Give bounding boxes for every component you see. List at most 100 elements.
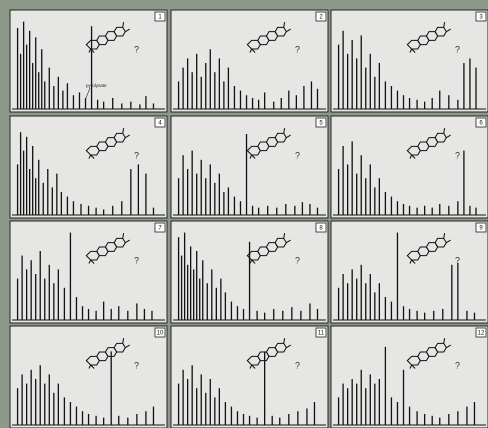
- peak: [49, 68, 50, 109]
- question-mark: ?: [455, 360, 460, 370]
- peak: [370, 374, 371, 425]
- peak: [416, 100, 417, 109]
- peak: [240, 201, 241, 215]
- peak: [457, 411, 458, 425]
- peak: [44, 279, 45, 320]
- peak: [187, 379, 188, 425]
- peak: [181, 256, 182, 320]
- peak: [365, 178, 366, 215]
- peak: [361, 370, 362, 425]
- peak: [73, 201, 74, 215]
- peak: [151, 311, 152, 320]
- peak: [237, 306, 238, 320]
- peak: [249, 416, 250, 425]
- peak: [391, 197, 392, 215]
- peak: [403, 370, 404, 425]
- peak: [47, 169, 48, 215]
- peak: [352, 379, 353, 425]
- peak: [61, 192, 62, 215]
- peak: [220, 279, 221, 320]
- peak: [356, 174, 357, 215]
- peak: [196, 54, 197, 109]
- peak: [21, 256, 22, 320]
- peak: [317, 89, 318, 109]
- peak: [361, 155, 362, 215]
- peak: [314, 402, 315, 425]
- peak: [145, 174, 146, 215]
- peak: [52, 187, 53, 215]
- peak: [80, 204, 81, 215]
- peak: [210, 379, 211, 425]
- peak: [64, 288, 65, 320]
- peak: [103, 302, 104, 320]
- peak: [207, 283, 208, 320]
- peak: [225, 402, 226, 425]
- peak: [302, 202, 303, 215]
- peak: [448, 95, 449, 109]
- peak: [439, 204, 440, 215]
- peak: [205, 63, 206, 109]
- peak: [273, 102, 274, 109]
- peak: [31, 370, 32, 425]
- peak: [469, 58, 470, 109]
- peak: [121, 103, 122, 109]
- peak: [138, 164, 139, 215]
- peak: [121, 201, 122, 215]
- peak: [385, 192, 386, 215]
- peak: [439, 418, 440, 425]
- peak: [136, 303, 137, 320]
- peak: [379, 178, 380, 215]
- peak: [356, 279, 357, 320]
- peak: [317, 208, 318, 215]
- peak: [258, 208, 259, 215]
- peak: [112, 206, 113, 215]
- peak: [187, 265, 188, 320]
- peak: [409, 206, 410, 215]
- peak: [139, 104, 140, 109]
- panel: ?2: [171, 10, 328, 112]
- peak: [311, 81, 312, 109]
- peak: [40, 365, 41, 425]
- peak: [379, 379, 380, 425]
- peak: [356, 384, 357, 425]
- peak: [370, 274, 371, 320]
- peak: [300, 311, 301, 320]
- peak: [26, 45, 27, 109]
- peak: [49, 265, 50, 320]
- peak: [385, 347, 386, 425]
- peak: [282, 311, 283, 320]
- peak: [17, 28, 18, 109]
- peak: [219, 388, 220, 425]
- peak: [223, 192, 224, 215]
- peak: [391, 397, 392, 425]
- peak: [196, 388, 197, 425]
- question-mark: ?: [134, 44, 139, 54]
- peak: [182, 370, 183, 425]
- peak: [49, 374, 50, 425]
- peak: [95, 208, 96, 215]
- peak: [85, 98, 86, 109]
- peak: [475, 208, 476, 215]
- peak: [32, 63, 33, 109]
- peak: [317, 309, 318, 320]
- peak: [225, 292, 226, 320]
- peak: [352, 40, 353, 109]
- peak: [196, 174, 197, 215]
- peak: [193, 269, 194, 320]
- peak: [44, 384, 45, 425]
- peak: [338, 397, 339, 425]
- peak: [246, 95, 247, 109]
- peak: [309, 303, 310, 320]
- peak: [219, 58, 220, 109]
- peak: [397, 91, 398, 109]
- peak: [416, 311, 417, 320]
- peak: [153, 208, 154, 215]
- figure: ?1pyrolysate?2?3?4?5?6?7?8?9?10?11?12: [0, 0, 488, 428]
- peak: [439, 91, 440, 109]
- peak: [178, 237, 179, 320]
- peak: [58, 269, 59, 320]
- peak: [403, 306, 404, 320]
- peak: [379, 63, 380, 109]
- peak: [403, 95, 404, 109]
- peak: [82, 306, 83, 320]
